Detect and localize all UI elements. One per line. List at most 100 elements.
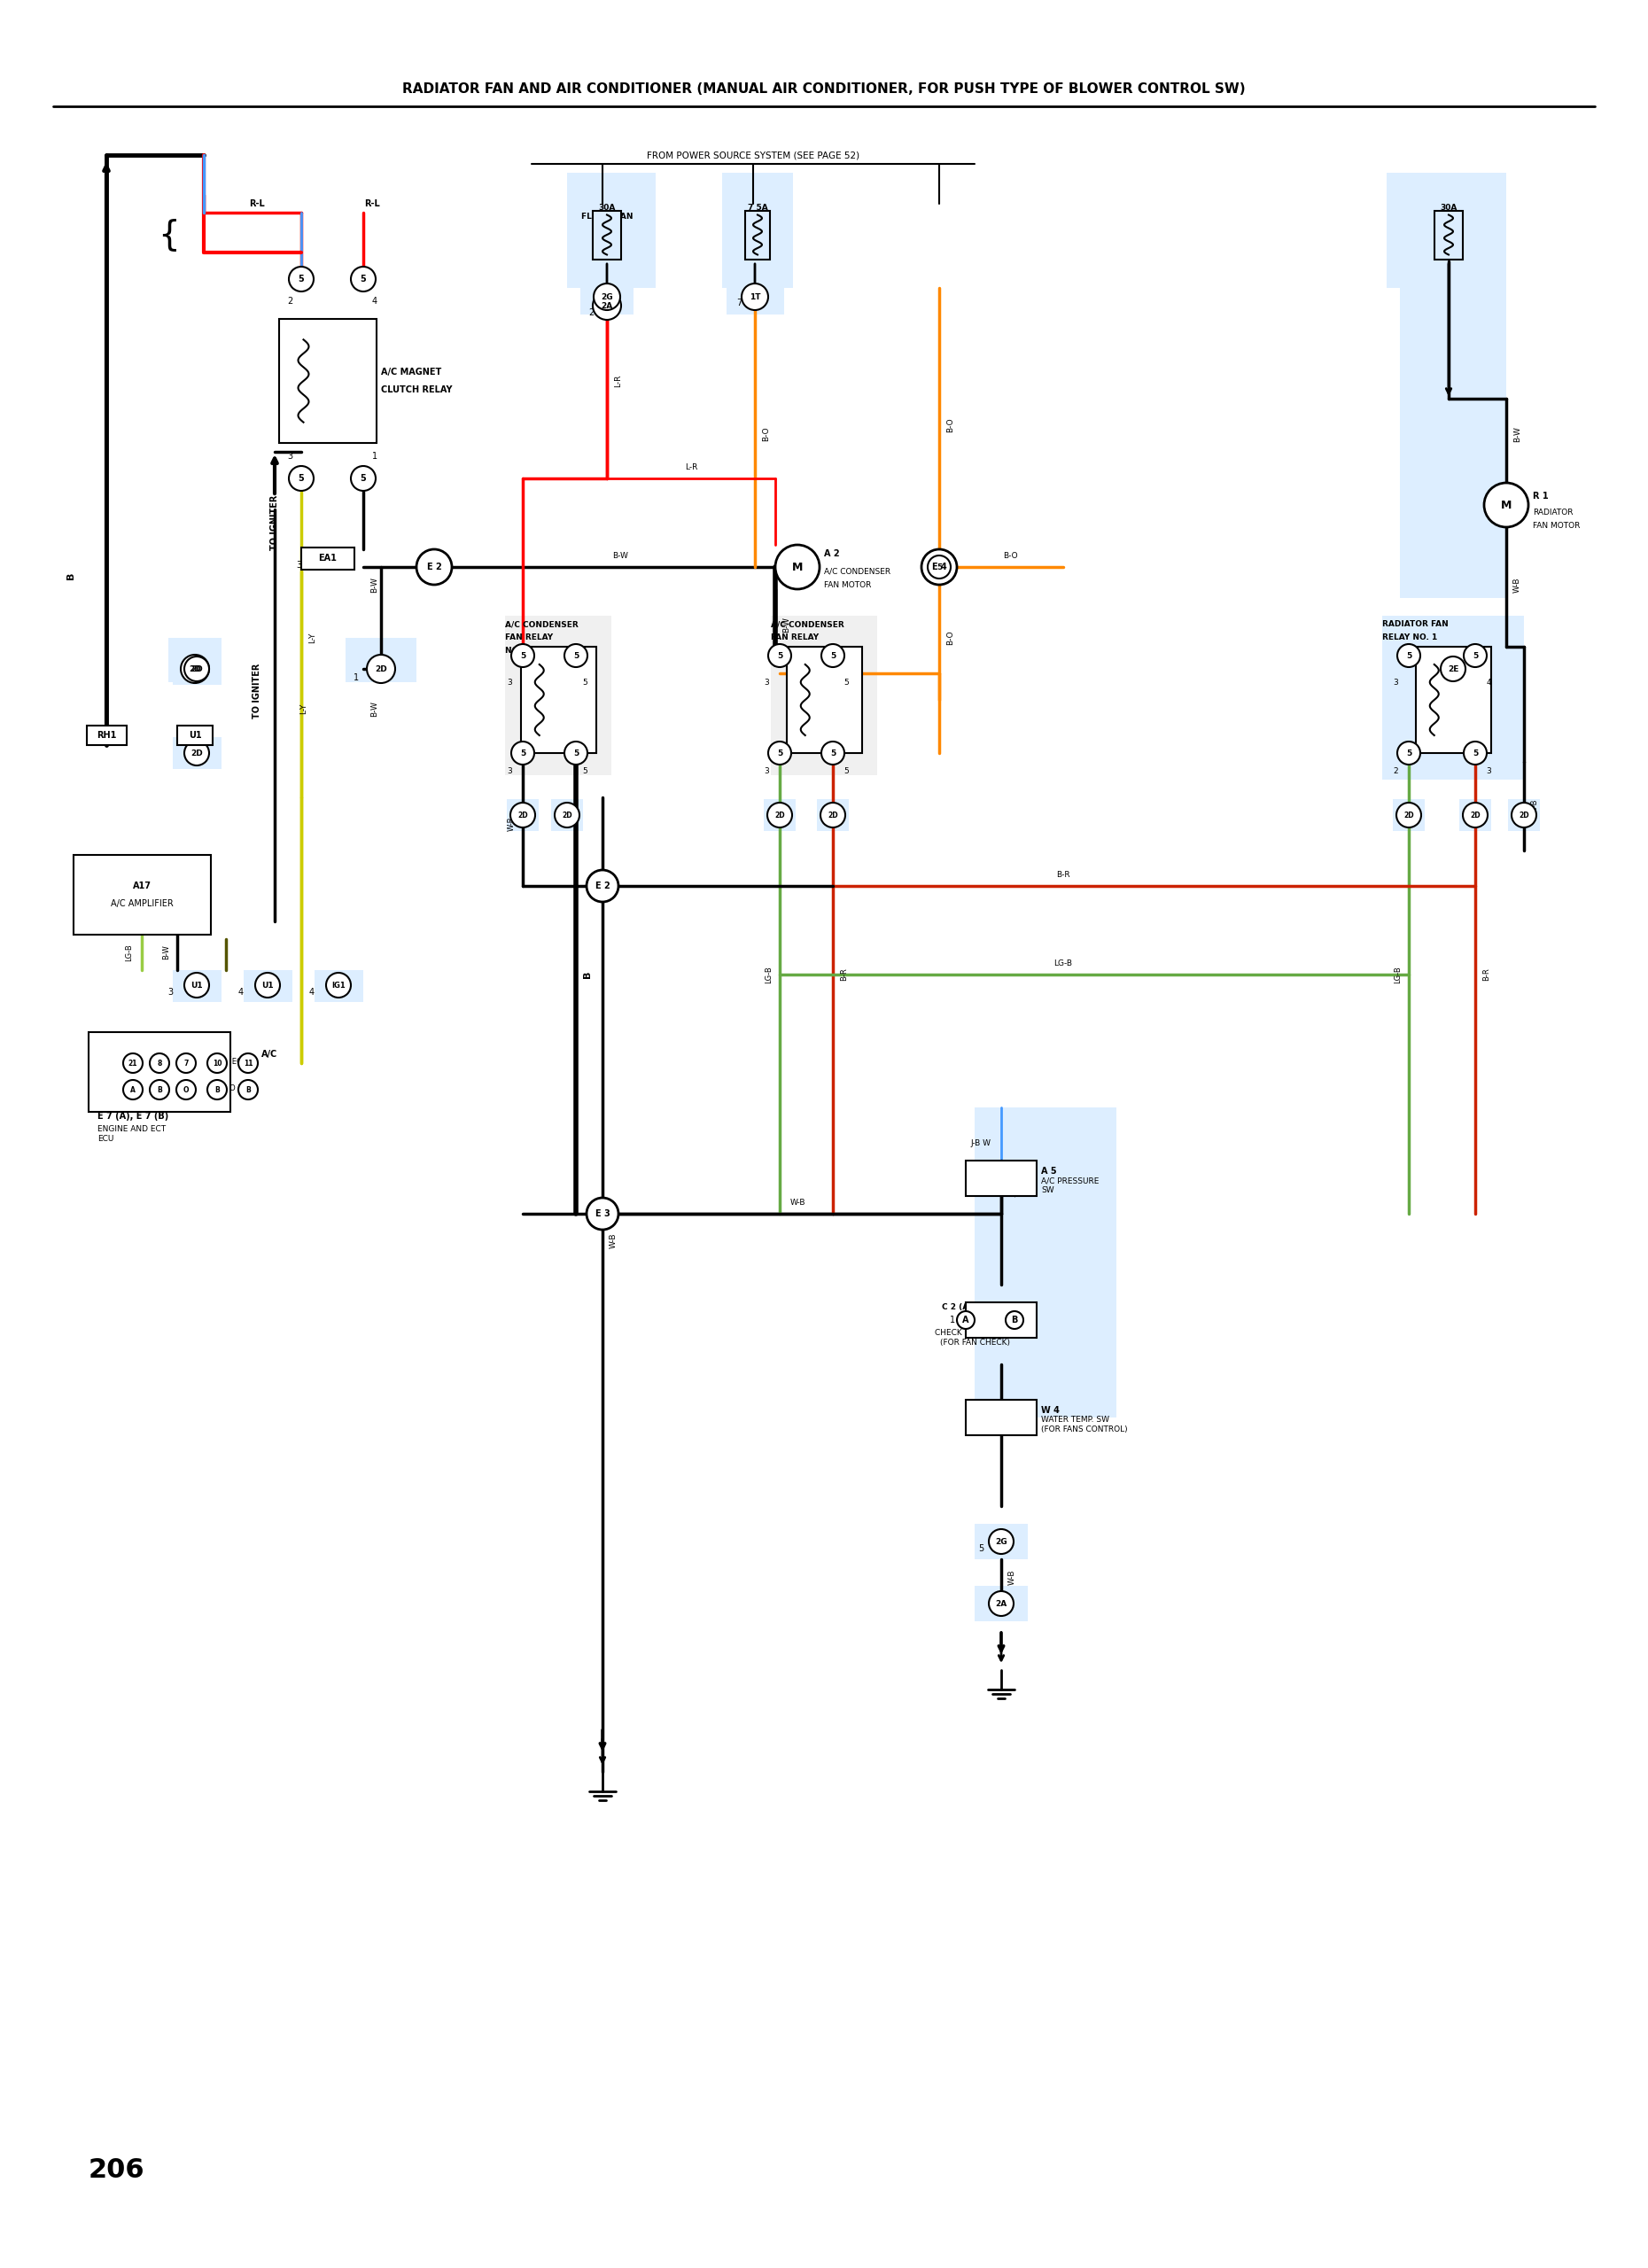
Text: 5: 5 bbox=[298, 474, 305, 483]
Text: B: B bbox=[583, 971, 592, 978]
Circle shape bbox=[768, 644, 791, 667]
Circle shape bbox=[208, 1052, 227, 1073]
FancyBboxPatch shape bbox=[173, 737, 221, 769]
FancyBboxPatch shape bbox=[346, 637, 417, 683]
Text: 5: 5 bbox=[844, 678, 849, 687]
Text: A/C: A/C bbox=[262, 1050, 277, 1059]
FancyBboxPatch shape bbox=[974, 1107, 1116, 1418]
Circle shape bbox=[511, 742, 534, 764]
Text: A 2: A 2 bbox=[824, 549, 839, 558]
Circle shape bbox=[124, 1052, 143, 1073]
FancyBboxPatch shape bbox=[315, 971, 363, 1002]
FancyBboxPatch shape bbox=[168, 637, 221, 683]
FancyBboxPatch shape bbox=[1458, 798, 1491, 830]
FancyBboxPatch shape bbox=[771, 615, 877, 776]
Text: B-O: B-O bbox=[1002, 551, 1017, 560]
FancyBboxPatch shape bbox=[86, 726, 127, 746]
FancyBboxPatch shape bbox=[302, 547, 354, 569]
Text: RADIATOR FAN: RADIATOR FAN bbox=[1383, 619, 1449, 628]
Text: 4: 4 bbox=[310, 989, 315, 996]
Text: 2G: 2G bbox=[602, 293, 613, 302]
Text: 2G: 2G bbox=[995, 1538, 1007, 1545]
Text: W-B: W-B bbox=[789, 1200, 806, 1207]
FancyBboxPatch shape bbox=[1386, 172, 1501, 288]
Text: 30A
FL CDS FAN: 30A FL CDS FAN bbox=[582, 204, 633, 220]
Circle shape bbox=[1440, 655, 1465, 680]
Text: IG1: IG1 bbox=[331, 982, 346, 989]
Text: 2D: 2D bbox=[1404, 812, 1414, 819]
Circle shape bbox=[150, 1080, 170, 1100]
FancyBboxPatch shape bbox=[786, 646, 862, 753]
FancyBboxPatch shape bbox=[966, 1302, 1037, 1338]
Text: M: M bbox=[793, 560, 803, 574]
Text: 5: 5 bbox=[831, 651, 836, 660]
Text: B: B bbox=[214, 1086, 219, 1093]
Text: 5: 5 bbox=[582, 678, 587, 687]
Text: 4: 4 bbox=[239, 989, 244, 996]
Text: A/C CONDENSER: A/C CONDENSER bbox=[771, 619, 844, 628]
FancyBboxPatch shape bbox=[1399, 172, 1506, 599]
Text: W-B: W-B bbox=[1513, 576, 1521, 592]
Text: 3: 3 bbox=[1486, 767, 1491, 776]
Circle shape bbox=[185, 742, 209, 767]
Text: 4: 4 bbox=[372, 297, 377, 306]
Text: 3: 3 bbox=[297, 560, 302, 569]
Text: 5: 5 bbox=[574, 748, 578, 758]
Text: W/ ECT: W/ ECT bbox=[219, 1057, 246, 1066]
Circle shape bbox=[587, 1198, 618, 1229]
Circle shape bbox=[368, 655, 396, 683]
Text: 5: 5 bbox=[574, 651, 578, 660]
Circle shape bbox=[417, 549, 452, 585]
Text: 30A
FL RDI
FAN: 30A FL RDI FAN bbox=[1434, 204, 1463, 229]
Text: 5: 5 bbox=[1406, 651, 1412, 660]
Text: 5: 5 bbox=[1406, 748, 1412, 758]
Text: U1: U1 bbox=[262, 982, 274, 989]
Text: LG-B: LG-B bbox=[765, 966, 773, 984]
FancyBboxPatch shape bbox=[521, 646, 597, 753]
Text: {: { bbox=[157, 218, 180, 252]
Text: 3: 3 bbox=[287, 451, 292, 460]
Text: L-Y: L-Y bbox=[308, 633, 316, 644]
Text: 7: 7 bbox=[183, 1059, 188, 1068]
Text: B-R: B-R bbox=[1056, 871, 1070, 880]
Text: B: B bbox=[66, 572, 76, 581]
Text: M: M bbox=[1501, 499, 1511, 510]
Text: 5: 5 bbox=[582, 767, 587, 776]
FancyBboxPatch shape bbox=[73, 855, 211, 934]
Text: 5: 5 bbox=[1472, 651, 1478, 660]
Circle shape bbox=[821, 803, 845, 828]
Circle shape bbox=[185, 655, 209, 680]
Text: 5: 5 bbox=[776, 748, 783, 758]
Text: 2D: 2D bbox=[190, 665, 201, 674]
Text: B: B bbox=[246, 1086, 250, 1093]
Text: 2: 2 bbox=[798, 553, 803, 562]
Text: FAN MOTOR: FAN MOTOR bbox=[824, 581, 872, 590]
Circle shape bbox=[564, 644, 587, 667]
Circle shape bbox=[208, 1080, 227, 1100]
Text: R 1: R 1 bbox=[1533, 492, 1549, 501]
FancyBboxPatch shape bbox=[244, 971, 292, 1002]
Circle shape bbox=[1398, 644, 1421, 667]
Text: B-W: B-W bbox=[162, 946, 170, 959]
Text: 5: 5 bbox=[298, 274, 305, 284]
Text: FROM POWER SOURCE SYSTEM (SEE PAGE 52): FROM POWER SOURCE SYSTEM (SEE PAGE 52) bbox=[646, 150, 860, 159]
Text: A: A bbox=[962, 1315, 969, 1325]
FancyBboxPatch shape bbox=[89, 1032, 231, 1111]
Text: 2: 2 bbox=[1393, 767, 1398, 776]
Text: U1: U1 bbox=[188, 730, 201, 739]
Text: W 4: W 4 bbox=[1042, 1406, 1060, 1415]
Text: B-R: B-R bbox=[840, 968, 849, 982]
Text: 7 5A
IGN: 7 5A IGN bbox=[748, 204, 768, 220]
Text: 2E: 2E bbox=[1447, 665, 1458, 674]
Text: 3: 3 bbox=[168, 989, 173, 996]
FancyBboxPatch shape bbox=[567, 172, 656, 288]
FancyBboxPatch shape bbox=[974, 1585, 1028, 1622]
Circle shape bbox=[928, 556, 951, 578]
Text: B-W: B-W bbox=[1513, 426, 1521, 442]
Circle shape bbox=[176, 1052, 196, 1073]
Text: NO. 3: NO. 3 bbox=[504, 646, 529, 655]
Circle shape bbox=[1463, 644, 1486, 667]
Circle shape bbox=[593, 293, 621, 320]
FancyBboxPatch shape bbox=[279, 320, 376, 442]
Text: NO. 2: NO. 2 bbox=[771, 646, 796, 655]
